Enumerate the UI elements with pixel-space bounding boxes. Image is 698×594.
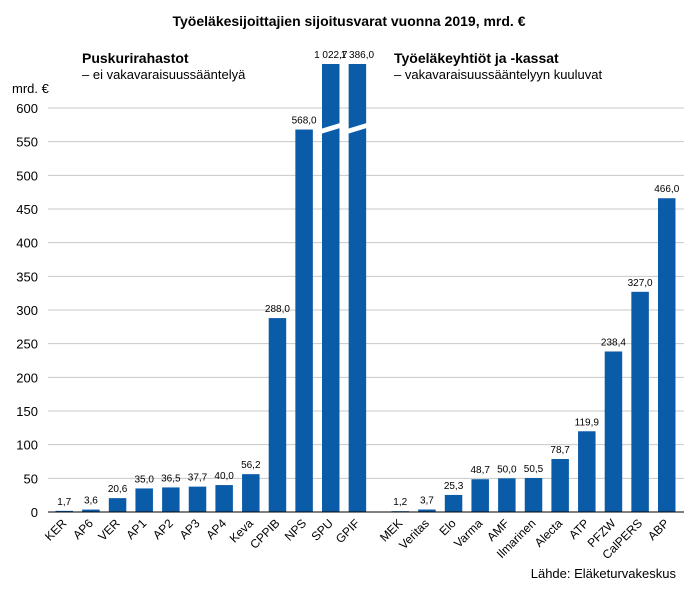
- x-tick-label: Varma: [451, 516, 485, 550]
- group-subtitle-pension-companies: – vakavaraisuussääntelyyn kuuluvat: [394, 67, 603, 82]
- bar: [348, 64, 367, 512]
- group-title-buffer-funds: Puskurirahastot: [82, 50, 189, 66]
- bar: [215, 485, 233, 512]
- x-tick-label: GPIF: [333, 516, 363, 546]
- y-tick-label: 250: [16, 337, 38, 352]
- y-axis-label: mrd. €: [12, 81, 50, 96]
- y-tick-label: 400: [16, 236, 38, 251]
- data-label: 25,3: [444, 481, 464, 492]
- data-label: 48,7: [470, 465, 490, 476]
- x-tick-label: AP4: [203, 516, 229, 542]
- data-label: 50,0: [497, 464, 517, 475]
- bar: [55, 510, 73, 512]
- axis-break-mark: [347, 122, 368, 134]
- bar: [295, 129, 313, 512]
- bar: [108, 498, 127, 512]
- data-label: 1 386,0: [341, 50, 375, 61]
- y-tick-label: 150: [16, 404, 38, 419]
- bar: [658, 198, 676, 512]
- y-tick-label: 450: [16, 202, 38, 217]
- group-title-pension-companies: Työeläkeyhtiöt ja -kassat: [394, 50, 559, 66]
- y-tick-label: 500: [16, 168, 38, 183]
- x-tick-label: ABP: [645, 516, 672, 543]
- y-tick-label: 600: [16, 101, 38, 116]
- x-tick-label: NPS: [282, 516, 309, 543]
- x-tick-label: AP3: [177, 516, 203, 542]
- data-label: 288,0: [265, 304, 290, 315]
- bar: [242, 474, 260, 512]
- bar: [322, 64, 340, 512]
- axis-break-mark: [321, 122, 341, 134]
- bar: [471, 479, 489, 512]
- bar: [135, 488, 153, 512]
- bar: [418, 509, 436, 512]
- y-tick-label: 0: [31, 505, 38, 520]
- bar: [444, 494, 463, 512]
- x-tick-label: CPPIB: [247, 516, 282, 551]
- y-tick-label: 350: [16, 269, 38, 284]
- bar: [551, 459, 569, 512]
- y-tick-label: 50: [24, 471, 38, 486]
- data-label: 1 022,7: [314, 50, 348, 61]
- x-tick-label: SPU: [309, 516, 336, 543]
- data-label: 1,2: [393, 497, 407, 508]
- data-label: 36,5: [161, 473, 181, 484]
- bar: [162, 487, 180, 512]
- data-label: 327,0: [628, 278, 653, 289]
- data-label: 3,7: [420, 496, 434, 507]
- data-label: 238,4: [601, 337, 626, 348]
- data-label: 119,9: [575, 417, 600, 428]
- data-label: 56,2: [241, 460, 261, 471]
- bar: [524, 477, 543, 512]
- data-label: 3,6: [84, 496, 98, 507]
- x-tick-label: Alecta: [532, 516, 566, 550]
- data-label: 466,0: [654, 184, 679, 195]
- bar: [188, 486, 207, 512]
- x-tick-label: Veritas: [396, 516, 432, 552]
- x-tick-label: AP2: [150, 516, 176, 542]
- data-labels: 1,7 3,6 20,6 35,0 36,5 37,7 40,0 56,2 288,0 568,0…: [57, 50, 679, 508]
- x-tick-label: VER: [95, 516, 123, 544]
- data-label: 20,6: [108, 484, 128, 495]
- y-tick-label: 550: [16, 135, 38, 150]
- y-tick-label: 300: [16, 303, 38, 318]
- bar: [82, 509, 100, 512]
- bar: [578, 431, 596, 512]
- x-tick-label: AP1: [123, 516, 149, 542]
- y-axis-ticks: 0 50 100 150 200 250 300 350 400 450 500 550 600: [16, 101, 38, 520]
- bar: [498, 478, 516, 512]
- y-tick-label: 200: [16, 370, 38, 385]
- data-label: 35,0: [134, 474, 154, 485]
- bar: [631, 291, 649, 512]
- data-label: 50,5: [524, 464, 544, 475]
- group-subtitle-buffer-funds: – ei vakavaraisuussääntelyä: [82, 67, 246, 82]
- bar: [268, 318, 287, 512]
- data-label: 78,7: [550, 445, 570, 456]
- data-label: 568,0: [292, 116, 317, 127]
- x-tick-label: AP6: [70, 516, 96, 542]
- x-tick-label: KER: [42, 516, 70, 544]
- y-tick-label: 100: [16, 438, 38, 453]
- bars: [55, 64, 676, 512]
- data-label: 1,7: [57, 497, 71, 508]
- data-label: 37,7: [188, 473, 208, 484]
- data-label: 40,0: [214, 471, 234, 482]
- chart-title: Työeläkesijoittajien sijoitusvarat vuonn…: [173, 13, 526, 29]
- bar: [604, 351, 623, 512]
- source-note: Lähde: Eläketurvakeskus: [531, 566, 677, 581]
